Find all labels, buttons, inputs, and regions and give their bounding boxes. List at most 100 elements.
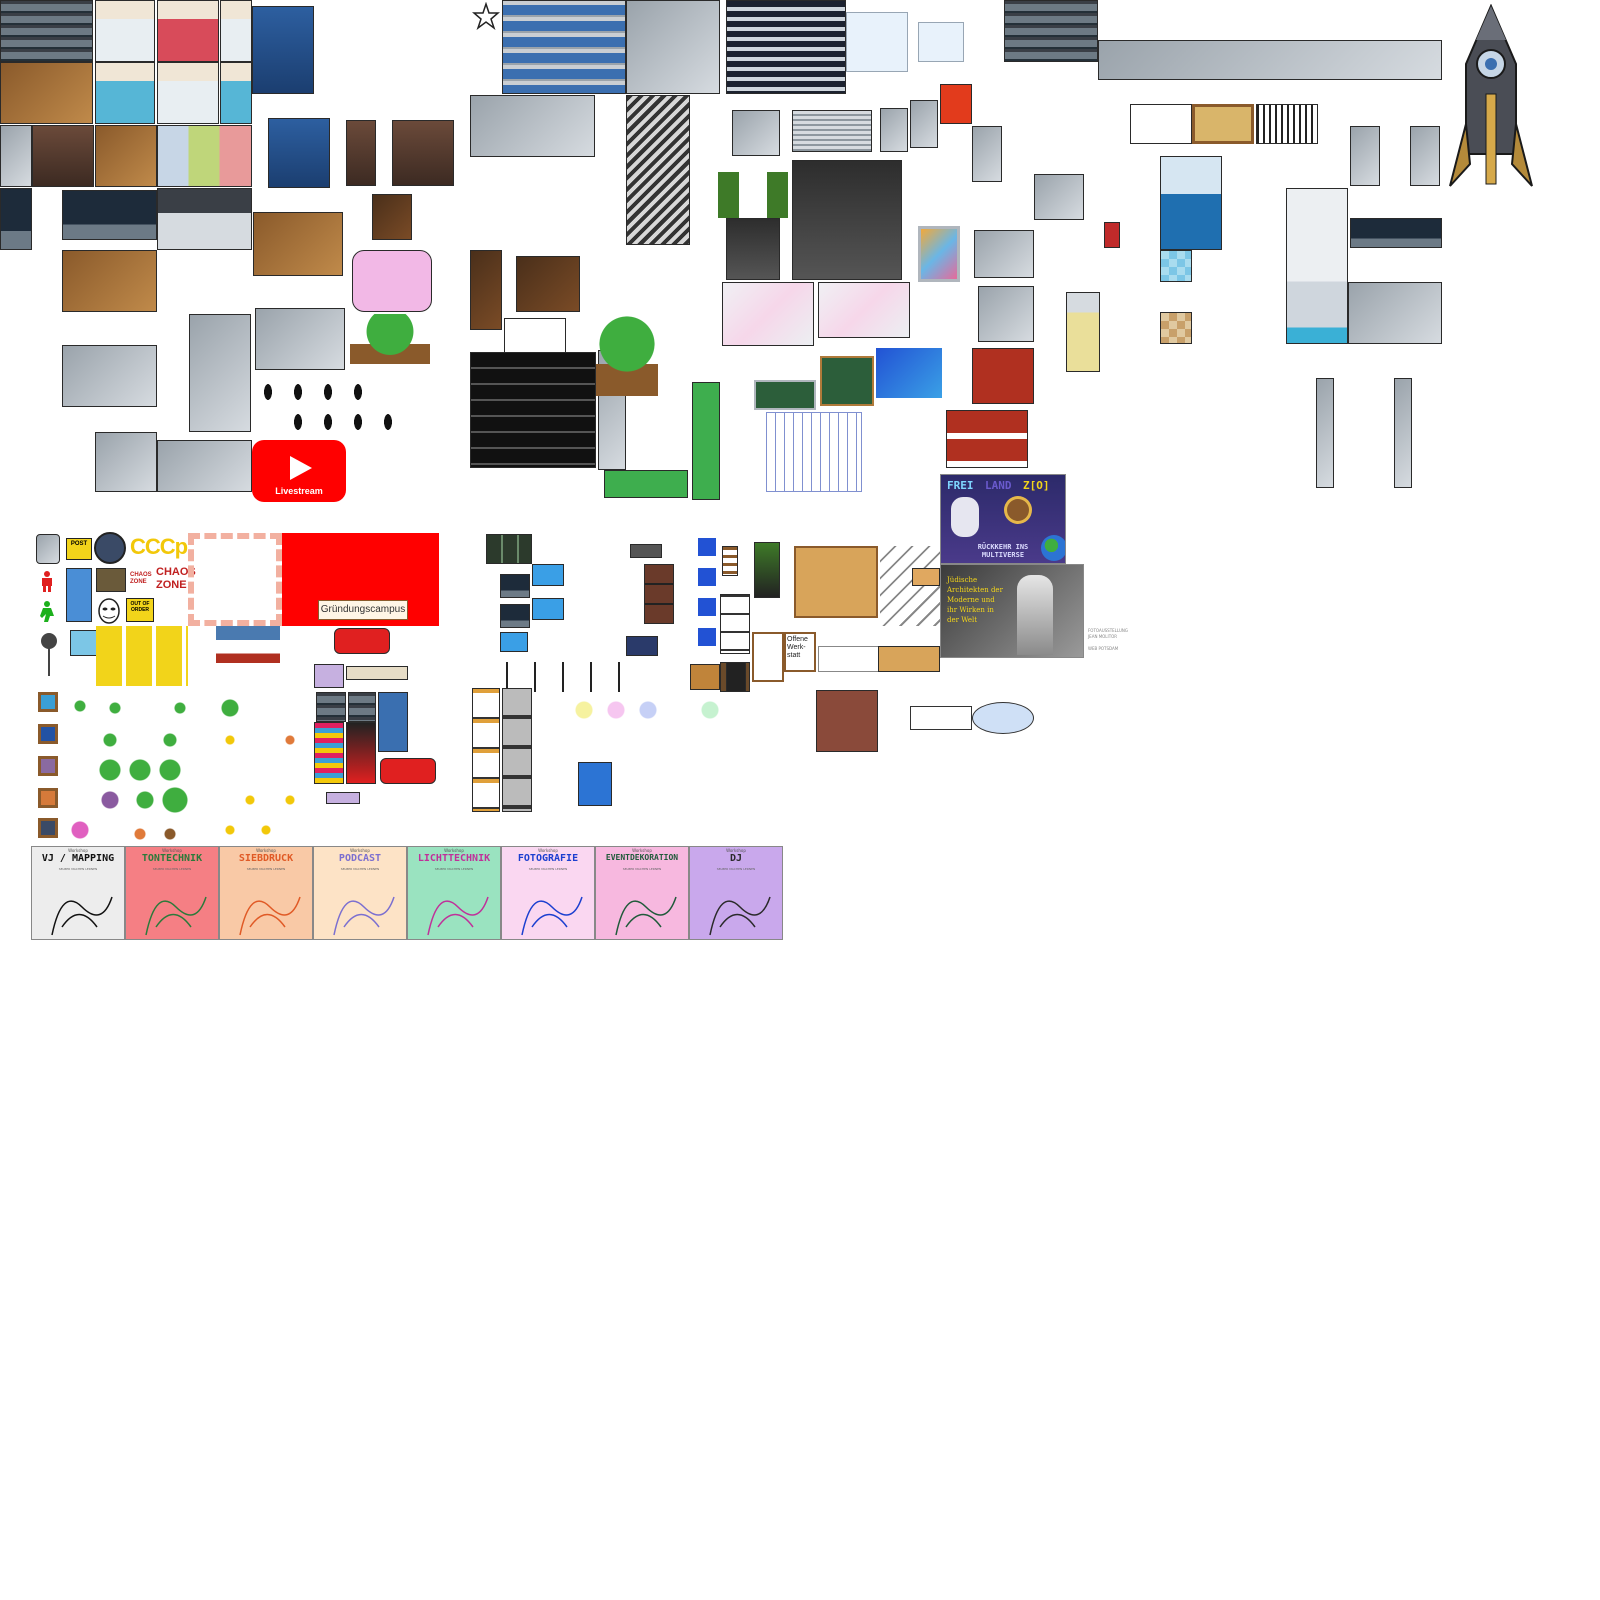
picture-frame-tile [918,226,960,282]
coffee-machine-tile [726,662,746,692]
workshop-poster: Workshop VJ / MAPPING SELBER MACHEN LERNEN [31,846,125,940]
toilet-tile [910,100,938,148]
mixer-tile [630,544,662,558]
monitor-tile [500,574,530,598]
workshop-title: SIEBDRUCK [238,853,294,864]
bed-tile [220,0,252,62]
chaos-zone-label: CHAOS ZONE [156,566,196,591]
tools-rack-tile [880,546,940,626]
plants-and-food-grid [70,696,306,846]
printer-tile [732,110,780,156]
hammock-tile [216,626,280,672]
chairs-tile [978,286,1034,342]
bed-tile [157,125,252,187]
chalkboard-tile [820,356,874,406]
architecture-caption: FOTOAUSSTELLUNG JEAN MOLITOR WEB POTSDAM [1088,628,1128,651]
armchair-tile [792,160,902,280]
fridge-tile [189,314,251,432]
workshop-subtitle: SELBER MACHEN LERNEN [434,867,474,871]
freiland-poster: FREI LAND Z[O] RÜCKKEHR INS MULTIVERSE [940,474,1066,564]
urinal-column-tile [1394,378,1412,488]
monitor-tile [532,564,564,586]
monitor-tile [1350,218,1442,248]
kitchen-tile [157,188,252,250]
sink-tile [880,108,908,152]
bench-tile [604,470,688,498]
frame-tile [38,788,58,808]
kitchen-counter-tile [157,440,252,492]
pedestrian-green-icon [38,600,56,622]
grid-board-tile [1256,104,1318,144]
chair-tile [346,120,376,186]
round-table-tile [972,702,1034,734]
audio-rack-tile [502,688,532,812]
workshop-poster: Workshop DJ SELBER MACHEN LERNEN [689,846,783,940]
tv-tile [62,190,157,240]
glass-table-tile [255,308,345,370]
green-cabinet-tile [692,382,720,500]
workshop-line-art-icon [615,896,677,936]
bed-tile [95,62,155,124]
sink-row-tile [1348,282,1442,344]
workshop-poster: Workshop EVENTDEKORATION SELBER MACHEN LER… [595,846,689,940]
bed-tile [1066,292,1100,372]
tower-icon [1017,575,1053,655]
cabinet-tile [1350,126,1380,186]
bed-tile [157,0,219,62]
chair-tile [32,125,94,187]
tech-equipment-grid [470,532,780,812]
workshop-title: EVENTDEKORATION [605,853,679,862]
workshop-title: FOTOGRAFIE [517,853,579,864]
cabinet-tile [470,250,502,330]
locker-tile [626,0,720,94]
cat-emblem-icon [94,532,126,564]
planet-icon [1007,499,1029,521]
cccp-label: CCCp [130,534,188,559]
plant-tile [350,314,430,364]
workshop-title: TONTECHNIK [141,853,203,864]
bed-tile [220,62,252,124]
freiland-subtitle: RÜCKKEHR INS MULTIVERSE [977,543,1029,559]
workshop-kicker: Workshop [350,848,370,853]
frame-tile [38,724,58,744]
workshop-line-art-icon [239,896,301,936]
workshop-subtitle: SELBER MACHEN LERNEN [622,867,662,871]
workshop-subtitle: SELBER MACHEN LERNEN [246,867,286,871]
bed-tile [95,0,155,62]
trash-can-tile [36,534,60,564]
whiteboard-tile [722,282,814,346]
fridge-tile [62,345,157,407]
arcade-tile [346,722,376,784]
fridge-tile [66,568,92,622]
workshop-kicker: Workshop [256,848,276,853]
red-sofa-tile [380,758,436,784]
freiland-title-b: LAND [985,479,1012,492]
workshop-title: VJ / MAPPING [41,853,115,864]
workshop-poster: Workshop FOTOGRAFIE SELBER MACHEN LERNEN [501,846,595,940]
table-tile [372,194,412,240]
sign-board-tile [752,632,784,682]
workshop-line-art-icon [333,896,395,936]
urinal-column-tile [1316,378,1334,488]
chalkboard-tile [754,380,816,410]
bookshelf-color-tile [314,722,344,784]
workshop-line-art-icon [521,896,583,936]
cupboard-tile [816,690,878,752]
workshop-subtitle: SELBER MACHEN LERNEN [716,867,756,871]
frame-tile [38,692,58,712]
desk-row-tile [1098,40,1442,80]
stairs-tile [726,0,846,94]
footprints-tile [258,380,403,435]
shelf-tile [95,125,157,187]
ladder-tile [722,546,738,576]
sofa-tile [268,118,330,188]
desk-tile [516,256,580,312]
workshop-title: LICHTTECHNIK [417,853,491,864]
blue-cabinet-tile [378,692,408,752]
bookshelf-tile [1004,0,1098,62]
3d-printer-tile [472,688,500,812]
striped-frame [188,533,282,626]
vending-tile [972,126,1002,182]
desk-tile [0,188,32,250]
corkboard-tile [1192,104,1254,144]
